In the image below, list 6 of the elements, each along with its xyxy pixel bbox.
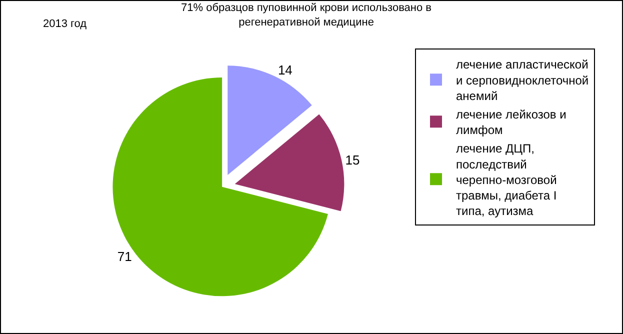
text: 2013 год [43,18,88,30]
data-label: 71 [117,249,132,264]
data-label: 14 [278,62,292,78]
data-label: 15 [345,152,360,168]
chart-title: 71% образцов пуповинной крови использовано в регенеративной медицине [181,2,432,28]
legend-label: лечение ДЦП, последствий черепно-мозговой травмы, диабета I типа, аутизма [456,142,557,218]
